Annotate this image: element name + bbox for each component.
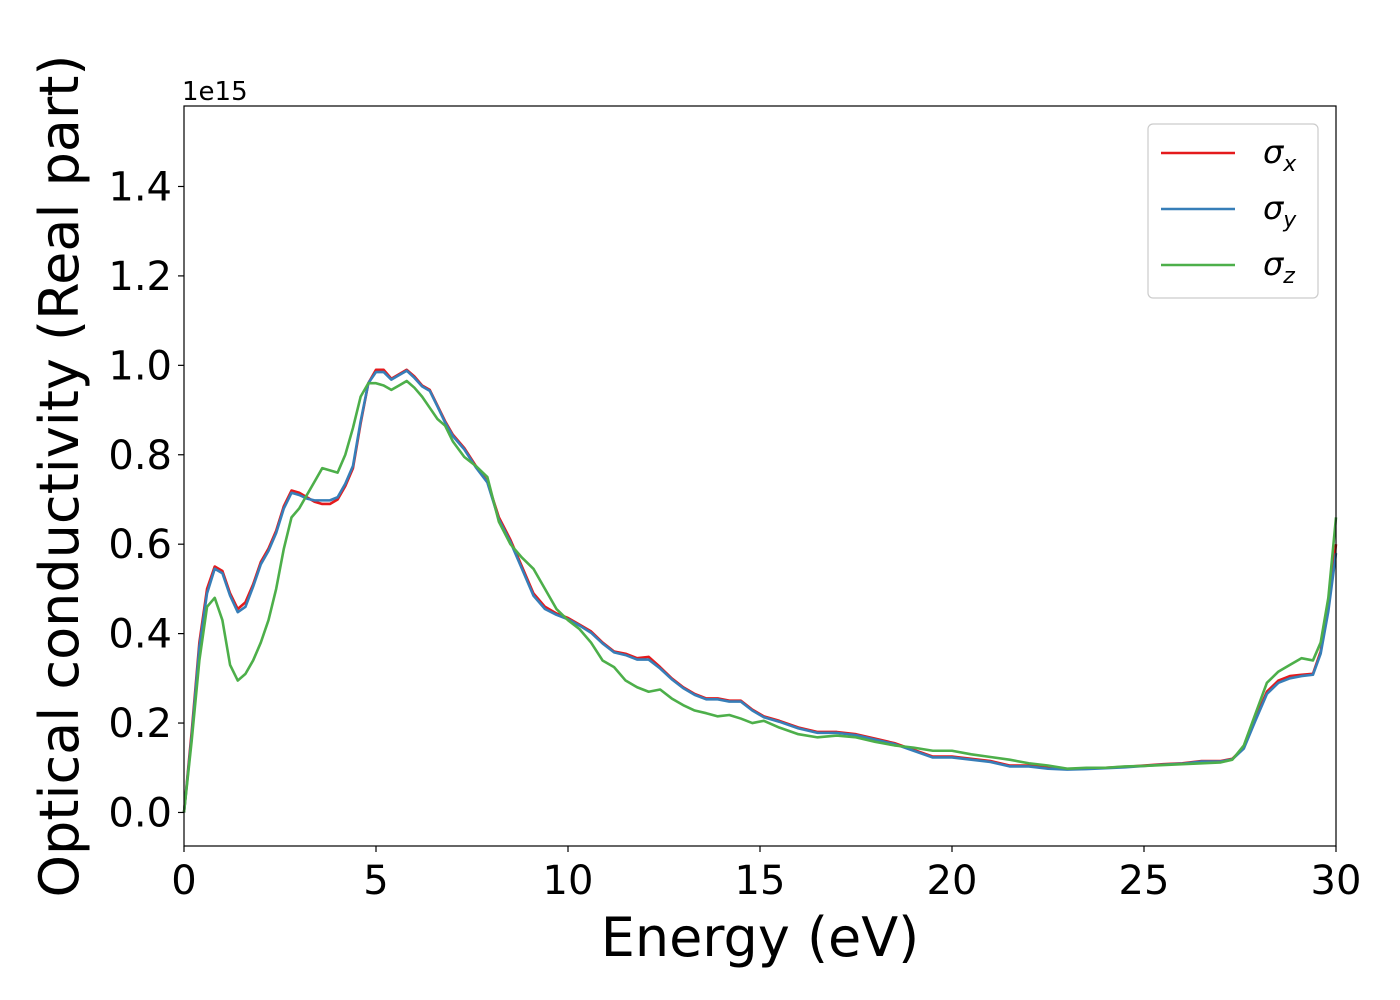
y-tick-label: 0.6 [108,522,172,568]
y-tick-label: 1.4 [108,164,172,210]
y-axis: 0.0 0.2 0.4 0.6 0.8 1.0 1.2 1.4 [108,164,184,836]
y-tick-label: 1.0 [108,343,172,389]
legend: σx σy σz [1147,123,1319,299]
y-axis-label: Optical conductivity (Real part) [28,55,91,898]
x-tick-label: 20 [927,858,978,904]
legend-label-x: σx [1263,133,1297,177]
y-tick-label: 0.0 [108,790,172,836]
x-axis-label: Energy (eV) [601,906,920,969]
series-line-z [182,379,1338,813]
y-tick-label: 0.8 [108,433,172,479]
legend-label-z: σz [1263,245,1295,289]
x-axis: 0 5 10 15 20 25 30 [171,846,1361,904]
y-tick-label: 0.2 [108,701,172,747]
x-tick-label: 10 [543,858,594,904]
x-tick-label: 5 [363,858,388,904]
x-tick-label: 30 [1311,858,1362,904]
legend-box [1147,123,1319,299]
legend-label-y: σy [1263,189,1297,233]
x-tick-label: 25 [1119,858,1170,904]
offset-label: 1e15 [182,77,248,107]
y-tick-label: 0.4 [108,612,172,658]
plot-lines [182,368,1338,813]
y-tick-label: 1.2 [108,254,172,300]
x-tick-label: 15 [735,858,786,904]
x-tick-label: 0 [171,858,196,904]
